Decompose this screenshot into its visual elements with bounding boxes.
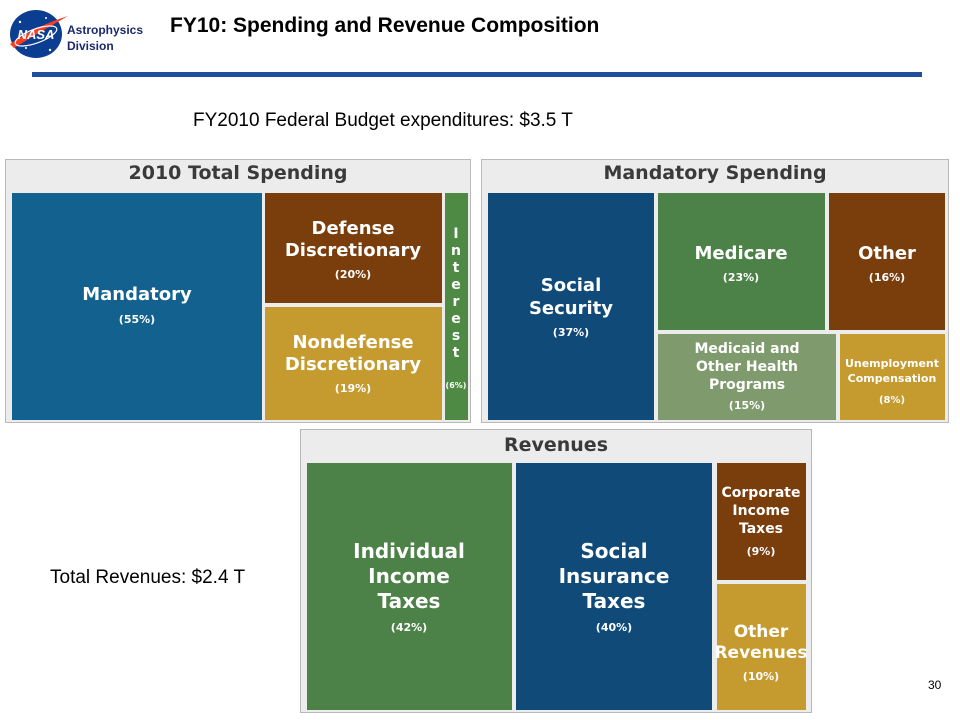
title-rule — [32, 72, 922, 77]
tile-other-mandatory-label: Other — [858, 243, 916, 264]
division-line-2: Division — [67, 39, 114, 53]
tile-nondefense-discretionary — [265, 307, 442, 420]
tile-interest — [445, 193, 468, 420]
total-spending-title: 2010 Total Spending — [128, 162, 348, 184]
tile-other-mandatory — [829, 193, 945, 330]
nasa-logo: NASA — [10, 10, 68, 58]
nasa-logo-text: NASA — [18, 27, 55, 42]
expenditures-subtitle: FY2010 Federal Budget expenditures: $3.5… — [193, 110, 573, 131]
tile-unemployment-pct: (8%) — [879, 395, 905, 406]
tile-medicaid-pct: (15%) — [729, 399, 765, 412]
tile-other-revenues-pct: (10%) — [743, 670, 779, 683]
tile-social-insurance-label-3: Taxes — [583, 589, 646, 613]
revenues-panel: Revenues Individual Income Taxes (42%) S… — [300, 429, 812, 713]
tile-medicaid-label-1: Medicaid and — [694, 341, 799, 357]
tile-medicaid — [658, 334, 836, 420]
interest-letter: r — [453, 294, 460, 310]
tile-defense-label-1: Defense — [312, 218, 395, 239]
tile-medicaid-label-3: Programs — [709, 377, 785, 393]
interest-letter: t — [453, 260, 460, 276]
tile-other-revenues-label-1: Other — [734, 622, 789, 642]
tile-medicare — [658, 193, 825, 330]
interest-letter: t — [453, 345, 460, 361]
tile-unemployment-label-2: Compensation — [848, 372, 937, 385]
interest-letter: n — [451, 243, 461, 259]
division-label: Astrophysics Division — [67, 22, 143, 54]
revenues-treemap: Individual Income Taxes (42%) Social Ins… — [307, 463, 808, 710]
tile-unemployment — [840, 334, 945, 420]
page-number: 30 — [928, 678, 942, 692]
tile-nondefense-label-1: Nondefense — [292, 332, 413, 353]
division-line-1: Astrophysics — [67, 23, 144, 37]
revenues-title: Revenues — [503, 434, 609, 456]
tile-social-security — [488, 193, 654, 420]
mandatory-spending-panel: Mandatory Spending Social Security (37%)… — [481, 159, 949, 423]
interest-letter: I — [453, 226, 458, 242]
tile-social-insurance-taxes — [516, 463, 712, 710]
tile-unemployment-label-1: Unemployment — [845, 357, 939, 370]
tile-other-mandatory-pct: (16%) — [869, 271, 905, 284]
tile-medicare-label: Medicare — [694, 243, 787, 264]
tile-mandatory — [12, 193, 262, 420]
tile-corporate-label-1: Corporate — [722, 485, 801, 501]
tile-other-revenues-label-2: Revenues — [714, 643, 807, 663]
tile-nondefense-label-2: Discretionary — [285, 354, 422, 375]
total-revenues-label: Total Revenues: $2.4 T — [50, 567, 246, 588]
interest-letter: s — [452, 328, 460, 344]
tile-social-insurance-label-2: Insurance — [559, 564, 670, 588]
tile-mandatory-label: Mandatory — [82, 284, 192, 305]
tile-individual-pct: (42%) — [391, 621, 427, 634]
total-spending-panel: 2010 Total Spending Mandatory (55%) Defe… — [5, 159, 471, 423]
tile-social-insurance-pct: (40%) — [596, 621, 632, 634]
tile-social-insurance-label-1: Social — [580, 539, 647, 563]
mandatory-spending-title: Mandatory Spending — [603, 162, 827, 184]
tile-interest-pct: (6%) — [446, 381, 467, 390]
tile-individual-income-taxes — [307, 463, 512, 710]
tile-social-security-label-1: Social — [541, 275, 602, 296]
tile-corporate-income-taxes — [717, 463, 806, 580]
interest-letter: e — [451, 311, 461, 327]
tile-mandatory-pct: (55%) — [119, 313, 155, 326]
slide-title: FY10: Spending and Revenue Composition — [170, 14, 600, 37]
tile-nondefense-pct: (19%) — [335, 382, 371, 395]
tile-other-revenues — [717, 584, 806, 710]
tile-individual-label-2: Income — [368, 564, 450, 588]
tile-corporate-label-2: Income — [732, 503, 789, 519]
tile-individual-label-3: Taxes — [378, 589, 441, 613]
tile-social-security-label-2: Security — [529, 298, 613, 319]
total-spending-treemap: Mandatory (55%) Defense Discretionary (2… — [12, 193, 468, 420]
tile-corporate-pct: (9%) — [747, 545, 776, 558]
tile-individual-label-1: Individual — [353, 539, 465, 563]
mandatory-spending-treemap: Social Security (37%) Medicare (23%) Oth… — [488, 193, 945, 420]
interest-letter: e — [451, 277, 461, 293]
tile-defense-label-2: Discretionary — [285, 240, 422, 261]
tile-defense-discretionary — [265, 193, 442, 303]
tile-corporate-label-3: Taxes — [739, 521, 783, 537]
tile-defense-pct: (20%) — [335, 268, 371, 281]
tile-medicaid-label-2: Other Health — [696, 359, 798, 375]
tile-medicare-pct: (23%) — [723, 271, 759, 284]
tile-social-security-pct: (37%) — [553, 326, 589, 339]
